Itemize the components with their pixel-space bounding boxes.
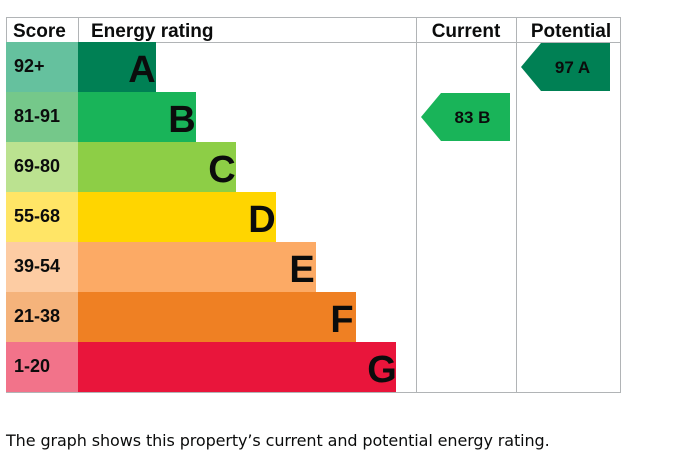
potential-rating-label: 97 A: [555, 58, 590, 77]
band-bar-a: [78, 42, 156, 92]
band-bar-d: [78, 192, 276, 242]
potential-rating-arrow: [521, 43, 610, 91]
score-range-g: 1-20: [14, 356, 50, 376]
band-bar-e: [78, 242, 316, 292]
epc-chart: Score Energy rating Current Potential 92…: [6, 17, 621, 393]
score-range-c: 69-80: [14, 156, 60, 176]
chart-headers: Score Energy rating Current Potential: [13, 21, 611, 42]
score-range-f: 21-38: [14, 306, 60, 326]
score-range-b: 81-91: [14, 106, 60, 126]
rating-bands: 92+ A 81-91 B 69-80 C 55-68 D 39-54 E 21-38 F 1-20 G: [6, 42, 397, 392]
band-letter-f: F: [330, 299, 353, 341]
band-bar-c: [78, 142, 236, 192]
score-range-a: 92+: [14, 56, 45, 76]
band-letter-e: E: [289, 249, 314, 291]
band-bar-f: [78, 292, 356, 342]
band-bar-b: [78, 92, 196, 142]
score-cell-c: [6, 142, 78, 192]
current-rating-label: 83 B: [455, 108, 491, 127]
score-range-d: 55-68: [14, 206, 60, 226]
band-letter-b: B: [168, 99, 195, 141]
score-cell-b: [6, 92, 78, 142]
header-current: Current: [432, 21, 501, 42]
score-range-e: 39-54: [14, 256, 60, 276]
current-rating-arrow: [421, 93, 510, 141]
score-cell-e: [6, 242, 78, 292]
header-energy-rating: Energy rating: [91, 21, 213, 42]
band-letter-d: D: [248, 199, 275, 241]
band-bar-g: [78, 342, 396, 392]
score-cell-f: [6, 292, 78, 342]
band-letter-a: A: [128, 49, 155, 91]
header-score: Score: [13, 21, 66, 42]
rating-markers: 83 B 97 A: [421, 43, 610, 141]
score-cell-d: [6, 192, 78, 242]
chart-caption: The graph shows this property’s current …: [6, 431, 550, 450]
band-letter-g: G: [367, 349, 397, 391]
score-cell-a: [6, 42, 78, 92]
score-cell-g: [6, 342, 78, 392]
band-letter-c: C: [208, 149, 235, 191]
header-potential: Potential: [531, 21, 611, 42]
